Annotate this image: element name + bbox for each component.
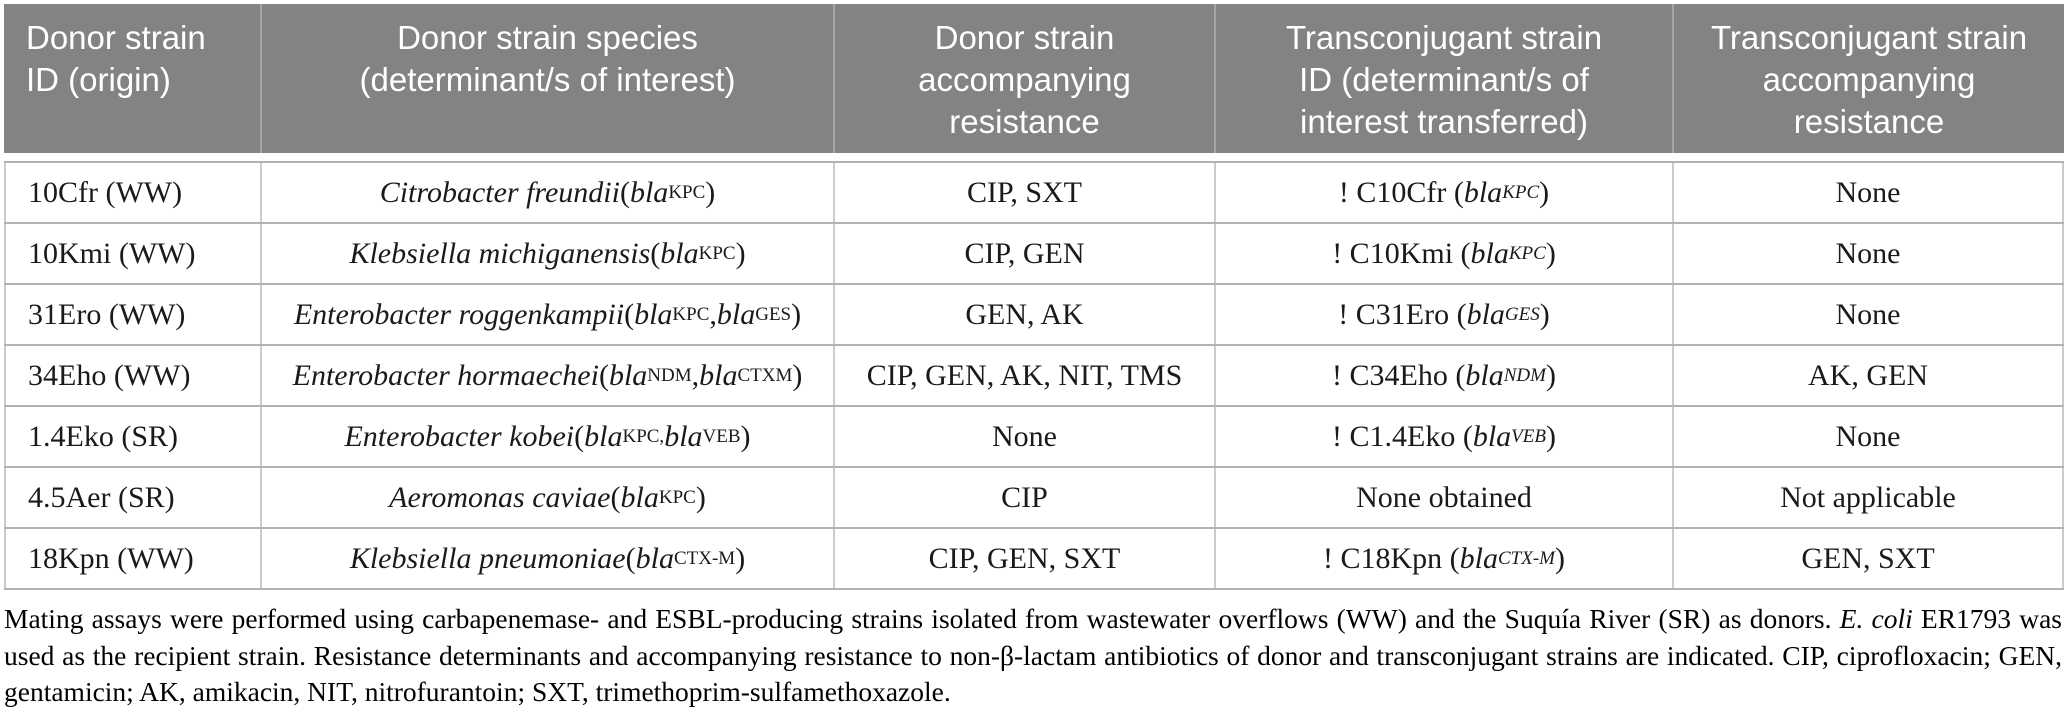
cell-transconjugant-id: ! C18Kpn (bla CTX-M) [1216,529,1674,588]
cell-species: Enterobacter roggenkampii (bla KPC, bla GE… [262,285,835,344]
cell-species: Klebsiella pneumoniae (bla CTX-M) [262,529,835,588]
cell-donor-resistance: CIP, GEN [835,224,1216,283]
conjugation-results-table: Donor strain ID (origin) Donor strain sp… [4,4,2064,590]
cell-donor-id: 10Kmi (WW) [4,224,262,283]
table-row: 34Eho (WW) Enterobacter hormaechei (bla N… [4,346,2064,407]
cell-donor-resistance: CIP [835,468,1216,527]
cell-transconjugant-resistance: None [1674,224,2064,283]
cell-species: Aeromonas caviae (bla KPC) [262,468,835,527]
cell-donor-id: 10Cfr (WW) [4,163,262,222]
cell-species: Enterobacter kobei (bla KPC, bla VEB) [262,407,835,466]
cell-species: Enterobacter hormaechei (bla NDM, bla CTXM… [262,346,835,405]
header-donor-resistance: Donor strain accompanying resistance [835,4,1216,153]
cell-transconjugant-id: ! C1.4Eko (bla VEB) [1216,407,1674,466]
cell-transconjugant-id: ! C10Cfr (bla KPC) [1216,163,1674,222]
cell-transconjugant-id: ! C31Ero (bla GES) [1216,285,1674,344]
header-transconjugant-resistance: Transconjugant strain accompanying resis… [1674,4,2064,153]
table-row: 10Cfr (WW) Citrobacter freundii (bla KPC)… [4,163,2064,224]
cell-donor-id: 4.5Aer (SR) [4,468,262,527]
cell-transconjugant-resistance: GEN, SXT [1674,529,2064,588]
cell-donor-id: 18Kpn (WW) [4,529,262,588]
cell-transconjugant-resistance: None [1674,407,2064,466]
header-transconjugant-id: Transconjugant strain ID (determinant/s … [1216,4,1674,153]
table-header-row: Donor strain ID (origin) Donor strain sp… [4,4,2064,153]
cell-transconjugant-resistance: None [1674,285,2064,344]
cell-species: Klebsiella michiganensis (bla KPC) [262,224,835,283]
table-row: 10Kmi (WW) Klebsiella michiganensis (bla… [4,224,2064,285]
cell-donor-id: 34Eho (WW) [4,346,262,405]
cell-transconjugant-id: ! C10Kmi (bla KPC) [1216,224,1674,283]
cell-transconjugant-resistance: AK, GEN [1674,346,2064,405]
cell-donor-resistance: CIP, GEN, SXT [835,529,1216,588]
cell-transconjugant-id: ! C34Eho (bla NDM) [1216,346,1674,405]
table-row: 1.4Eko (SR) Enterobacter kobei (bla KPC, … [4,407,2064,468]
table-body: 10Cfr (WW) Citrobacter freundii (bla KPC)… [4,161,2064,590]
cell-transconjugant-resistance: None [1674,163,2064,222]
cell-donor-id: 1.4Eko (SR) [4,407,262,466]
cell-transconjugant-id: None obtained [1216,468,1674,527]
table-footnote: Mating assays were performed using carba… [4,603,2062,707]
cell-donor-resistance: CIP, GEN, AK, NIT, TMS [835,346,1216,405]
table-row: 4.5Aer (SR) Aeromonas caviae (bla KPC) CI… [4,468,2064,529]
cell-species: Citrobacter freundii (bla KPC) [262,163,835,222]
cell-donor-resistance: None [835,407,1216,466]
cell-donor-resistance: GEN, AK [835,285,1216,344]
cell-donor-resistance: CIP, SXT [835,163,1216,222]
cell-donor-id: 31Ero (WW) [4,285,262,344]
header-species: Donor strain species (determinant/s of i… [262,4,835,153]
header-donor-id: Donor strain ID (origin) [4,4,262,153]
table-row: 18Kpn (WW) Klebsiella pneumoniae (bla CTX… [4,529,2064,590]
table-row: 31Ero (WW) Enterobacter roggenkampii (bl… [4,285,2064,346]
cell-transconjugant-resistance: Not applicable [1674,468,2064,527]
